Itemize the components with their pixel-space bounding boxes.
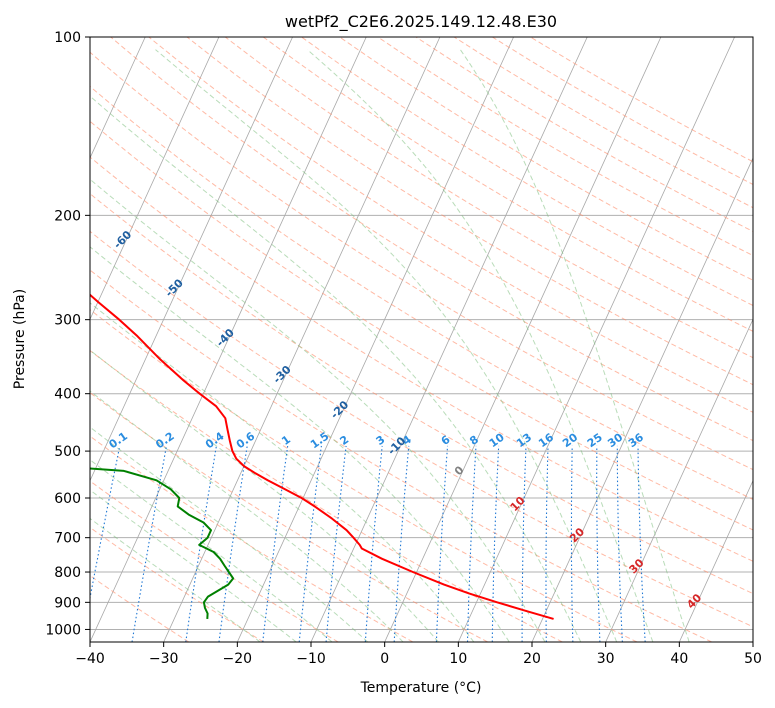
moist-adiabat	[90, 349, 439, 642]
y-tick-label: 1000	[45, 622, 81, 638]
y-axis-ticks: 100 200 300 400 500 600 700 800 900 1000	[45, 30, 90, 638]
plot-frame	[89, 36, 754, 643]
y-tick-label: 700	[54, 531, 81, 547]
moist-adiabat	[155, 49, 618, 642]
moist-adiabat	[90, 390, 404, 642]
mixing-ratio-line	[298, 445, 322, 642]
x-axis-label: Temperature (°C)	[360, 680, 482, 696]
mixing-ratio-line	[364, 445, 383, 642]
isotherm-line	[384, 37, 662, 642]
isotherm-line	[236, 37, 514, 642]
x-axis-ticks: −40 −30 −20 −10 0 10 20 30 40 50	[75, 642, 762, 667]
dry-adiabat	[90, 574, 190, 642]
moist-adiabat	[90, 302, 475, 642]
y-tick-label: 100	[54, 30, 81, 46]
mixing-ratio-line	[466, 445, 477, 642]
mixing-ratio-line	[570, 445, 574, 642]
mixing-ratio-line	[637, 445, 646, 642]
mixing-ratio-line	[218, 445, 248, 642]
mixing-ratio-line	[131, 445, 168, 642]
moist-adiabat	[90, 426, 369, 642]
dry-adiabat	[90, 392, 488, 642]
y-tick-label: 900	[54, 595, 81, 611]
mixing-ratio-line	[185, 445, 217, 642]
isotherm-line	[90, 37, 146, 159]
y-tick-label: 300	[54, 313, 81, 329]
dry-adiabat	[224, 37, 753, 359]
dry-adiabats	[90, 37, 753, 642]
isotherm-line	[90, 37, 220, 321]
x-tick-label: −30	[149, 651, 179, 667]
dry-adiabat	[148, 37, 753, 413]
moist-adiabat	[306, 49, 654, 642]
dry-adiabat	[110, 37, 753, 442]
moist-adiabat	[90, 459, 333, 642]
mixing-ratio-lines	[90, 445, 646, 642]
y-tick-label: 800	[54, 565, 81, 581]
isotherm-line	[90, 37, 367, 642]
temperature-profile	[90, 293, 554, 620]
x-tick-label: −10	[296, 651, 326, 667]
mixing-ratio-line	[435, 445, 449, 642]
moist-adiabats	[90, 49, 690, 642]
dry-adiabat	[90, 156, 753, 562]
isotherm-line	[457, 37, 735, 642]
dry-adiabat	[186, 37, 753, 386]
x-tick-label: −40	[75, 651, 105, 667]
mixing-ratio-line	[545, 445, 549, 642]
isotherm-line	[531, 157, 753, 642]
dry-adiabat	[90, 85, 753, 500]
dry-adiabat	[90, 349, 563, 642]
mixing-ratio-line	[90, 445, 121, 601]
y-axis-label: Pressure (hPa)	[12, 289, 28, 389]
moist-adiabat	[459, 49, 690, 642]
isotherm-line	[163, 37, 441, 642]
y-tick-label: 600	[54, 491, 81, 507]
isotherm-line	[678, 479, 753, 642]
dry-adiabat	[90, 269, 712, 642]
x-tick-label: 10	[449, 651, 467, 667]
x-tick-label: 40	[670, 651, 688, 667]
chart-title: wetPf2_C2E6.2025.149.12.48.E30	[285, 12, 557, 32]
isotherm-line	[90, 37, 293, 482]
profile-series	[90, 293, 554, 620]
y-tick-label: 400	[54, 387, 81, 403]
mixing-ratio-line	[616, 445, 623, 642]
mixing-ratio-line	[596, 445, 601, 642]
dewpoint-profile	[90, 467, 235, 619]
mixing-ratio-line	[262, 445, 289, 642]
moist-adiabat	[90, 246, 510, 642]
dry-adiabat	[90, 120, 753, 531]
dry-adiabat	[90, 480, 339, 642]
mixing-ratio-line	[325, 445, 347, 642]
isotherm-line	[605, 318, 753, 642]
x-tick-label: −20	[223, 651, 253, 667]
x-tick-label: 20	[523, 651, 541, 667]
x-tick-label: 0	[380, 651, 389, 667]
moist-adiabat	[90, 178, 546, 642]
mixing-ratio-line	[521, 445, 527, 642]
y-tick-label: 200	[54, 208, 81, 224]
mixing-ratio-line	[491, 445, 500, 642]
dry-adiabat	[90, 230, 753, 628]
mixing-ratio-line	[393, 445, 410, 642]
x-tick-label: 50	[744, 651, 762, 667]
y-tick-label: 500	[54, 444, 81, 460]
x-tick-label: 30	[597, 651, 615, 667]
